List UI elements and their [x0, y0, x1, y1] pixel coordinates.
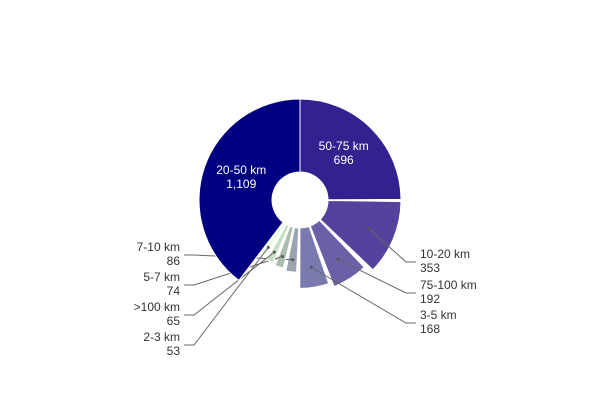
slice-label-3-5: 3-5 km — [420, 308, 457, 322]
connector-dot-5-7 — [281, 254, 285, 258]
slice-label-5-7: 5-7 km — [143, 270, 180, 284]
connector-dot-2-3 — [266, 245, 270, 249]
pie-slice-10-20[interactable] — [319, 199, 402, 271]
slice-label-50-75: 50-75 km — [319, 139, 369, 153]
slice-label-2-3: 2-3 km — [143, 330, 180, 344]
slice-label-7-10: 7-10 km — [137, 240, 180, 254]
slice-value-75-100: 192 — [420, 292, 440, 306]
connector-5-7 — [184, 255, 283, 286]
slice-value-50-75: 696 — [334, 153, 354, 167]
pie-slice-7-10[interactable] — [285, 226, 300, 273]
slice-label-75-100: 75-100 km — [420, 278, 477, 292]
pie-slice-75-100[interactable] — [309, 219, 365, 288]
connector-3-5 — [310, 266, 416, 324]
slice-label-10-20: 10-20 km — [420, 247, 470, 261]
slice-value-7-10: 86 — [167, 254, 181, 268]
connector-dot-3-5 — [309, 265, 313, 269]
connector-dot-10-20 — [367, 226, 371, 230]
slice-value-3-5: 168 — [420, 322, 440, 336]
slice-label-gt100: >100 km — [134, 300, 180, 314]
connector-dot-75-100 — [336, 257, 340, 261]
connector-75-100 — [337, 258, 416, 294]
connector-10-20 — [368, 227, 416, 263]
connector-dot-gt100 — [272, 250, 276, 254]
slice-value-gt100: 65 — [167, 314, 181, 328]
connector-2-3 — [184, 247, 269, 346]
connector-gt100 — [184, 251, 275, 316]
pie-slice-20-50[interactable] — [198, 98, 301, 282]
slice-value-20-50: 1,109 — [226, 177, 256, 191]
pie-slice-50-75[interactable] — [299, 98, 402, 201]
slice-value-5-7: 74 — [167, 284, 181, 298]
slice-value-2-3: 53 — [167, 344, 181, 358]
slice-value-10-20: 353 — [420, 261, 440, 275]
connector-dot-7-10 — [291, 258, 295, 262]
slice-label-20-50: 20-50 km — [216, 163, 266, 177]
